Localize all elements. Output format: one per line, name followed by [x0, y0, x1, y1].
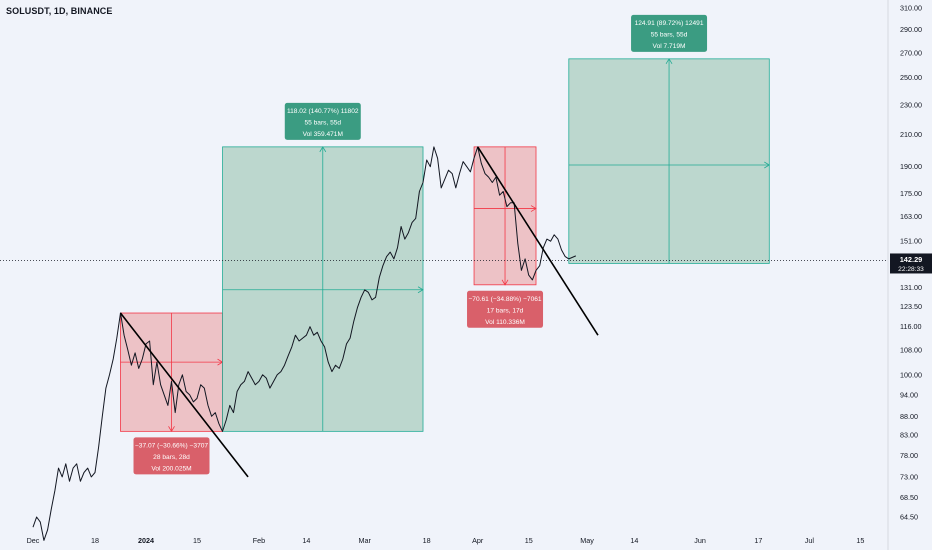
position-label-line: −37.07 (−30.66%) −3707 — [135, 442, 208, 449]
y-tick-label: 250.00 — [900, 73, 922, 82]
position-label-box — [284, 102, 361, 140]
box-arrow-vertical — [319, 146, 327, 153]
position-label-line: 124.91 (89.72%) 12491 — [635, 20, 704, 27]
box-arrow-right — [530, 205, 537, 212]
x-tick-label: 17 — [754, 536, 762, 545]
y-tick-label: 175.00 — [900, 189, 922, 198]
y-tick-label: 88.00 — [900, 412, 918, 421]
y-axis[interactable]: 310.00 290.00 270.00 250.00 230.00 210.00 190.… — [900, 4, 922, 522]
x-tick-label: 15 — [193, 536, 201, 545]
y-tick-label: 68.50 — [900, 493, 918, 502]
y-tick-label: 64.50 — [900, 513, 918, 522]
price-tag-value: 142.29 — [900, 255, 923, 264]
symbol-title[interactable]: SOLUSDT, 1D, BINANCE — [6, 6, 113, 16]
y-tick-label: 94.00 — [900, 390, 918, 399]
position-label-box — [631, 14, 708, 52]
box-arrow-right — [417, 286, 424, 294]
box-arrow-vertical — [501, 279, 509, 286]
x-axis[interactable]: Dec 18 2024 15 Feb 14 Mar 18 Apr 15 May 14 Jun 17 Jul 1… — [27, 536, 865, 545]
y-tick-label: 131.00 — [900, 283, 922, 292]
x-tick-label: Feb — [253, 536, 265, 545]
x-tick-label: 15 — [856, 536, 864, 545]
trend-line — [119, 312, 249, 478]
price-tail-marker — [568, 255, 577, 260]
y-tick-label: 73.00 — [900, 472, 918, 481]
position-label-line: 55 bars, 55d — [304, 119, 341, 126]
x-tick-label: 18 — [423, 536, 431, 545]
position-label-line: 28 bars, 28d — [153, 454, 190, 461]
x-tick-label: 15 — [525, 536, 533, 545]
y-tick-label: 290.00 — [900, 25, 922, 34]
x-tick-label: Apr — [472, 536, 484, 545]
y-tick-label: 100.00 — [900, 370, 922, 379]
x-tick-label: 14 — [302, 536, 310, 545]
box-arrow-vertical — [168, 426, 175, 433]
x-tick-label: 2024 — [138, 536, 154, 545]
y-tick-label: 163.00 — [900, 212, 922, 221]
x-tick-label: May — [580, 536, 594, 545]
y-tick-label: 310.00 — [900, 4, 922, 13]
price-line — [32, 146, 570, 541]
x-tick-label: Mar — [358, 536, 371, 545]
trend-line — [477, 146, 599, 336]
price-tag-countdown: 22:28:33 — [898, 266, 924, 273]
x-tick-label: Jul — [805, 536, 815, 545]
position-label-line: 17 bars, 17d — [487, 307, 524, 314]
price-tag-bg — [890, 253, 932, 274]
position-label-line: 118.02 (140.77%) 11802 — [287, 108, 359, 115]
x-tick-label: 14 — [630, 536, 638, 545]
position-label-line: Vol 200.025M — [151, 465, 191, 472]
y-tick-label: 108.00 — [900, 345, 922, 354]
y-tick-label: 151.00 — [900, 237, 922, 246]
position-label-line: 55 bars, 55d — [651, 31, 688, 38]
price-series — [32, 146, 577, 541]
current-price-tag: 142.29 22:28:33 — [890, 253, 932, 274]
position-label-line: Vol 7.719M — [653, 43, 686, 50]
position-labels: −37.07 (−30.66%) −3707 28 bars, 28d Vol 20… — [133, 14, 708, 475]
position-label-line: −70.61 (−34.88%) −7061 — [468, 296, 541, 303]
y-tick-label: 78.00 — [900, 451, 918, 460]
box-arrow-right — [764, 161, 771, 169]
x-tick-label: Jun — [694, 536, 706, 545]
box-arrow-vertical — [665, 58, 673, 65]
position-label-box — [467, 290, 544, 328]
position-label-box — [133, 437, 210, 475]
position-boxes — [120, 58, 771, 433]
x-tick-label: 18 — [91, 536, 99, 545]
y-tick-label: 190.00 — [900, 162, 922, 171]
x-tick-label: Dec — [27, 536, 40, 545]
y-tick-label: 210.00 — [900, 130, 922, 139]
position-label-line: Vol 359.471M — [303, 131, 343, 138]
y-tick-label: 116.00 — [900, 322, 921, 331]
y-tick-label: 230.00 — [900, 100, 922, 109]
y-tick-label: 123.50 — [900, 302, 922, 311]
trend-lines — [119, 146, 599, 478]
position-label-line: Vol 110.336M — [485, 319, 525, 326]
y-tick-label: 83.00 — [900, 431, 918, 440]
y-tick-label: 270.00 — [900, 48, 922, 57]
